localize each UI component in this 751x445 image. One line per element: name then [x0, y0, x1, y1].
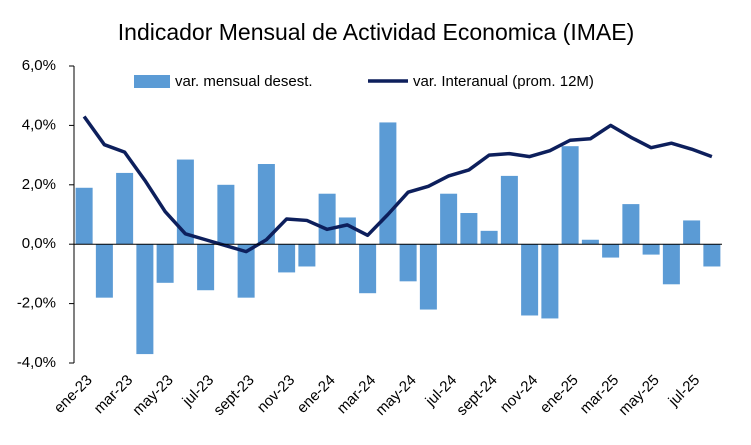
bar — [581, 239, 599, 245]
bar — [136, 244, 154, 355]
y-tick-label: -4,0% — [17, 354, 56, 371]
x-tick-label: ene-24 — [294, 372, 339, 417]
bar — [338, 217, 356, 245]
bar — [622, 204, 640, 245]
x-tick-label: jul-25 — [665, 372, 704, 411]
bar — [379, 122, 397, 245]
bar — [359, 244, 377, 294]
bar — [298, 244, 316, 267]
bar — [683, 220, 701, 245]
bar — [500, 175, 518, 245]
x-tick-label: may-25 — [615, 372, 662, 419]
x-tick-label: ene-25 — [537, 372, 582, 417]
bar — [480, 230, 498, 245]
bar — [642, 244, 660, 255]
bar — [176, 159, 194, 245]
x-tick-label: mar-23 — [91, 372, 137, 418]
bar — [197, 244, 215, 291]
y-tick-label: -2,0% — [17, 295, 56, 312]
bar — [602, 244, 620, 258]
bar — [217, 184, 235, 245]
x-tick-label: may-23 — [129, 372, 176, 419]
y-tick-label: 0,0% — [22, 235, 56, 252]
line — [82, 115, 713, 254]
legend-label: var. Interanual (prom. 12M) — [413, 73, 594, 90]
x-tick-label: mar-25 — [577, 372, 623, 418]
bar — [116, 172, 134, 245]
bar — [318, 193, 336, 245]
bar — [278, 244, 296, 273]
bar — [419, 244, 437, 310]
bar — [662, 244, 680, 285]
x-tick-label: mar-24 — [334, 372, 380, 418]
bar — [237, 244, 255, 298]
x-tick-label: jul-23 — [179, 372, 218, 411]
x-tick-label: may-24 — [372, 372, 419, 419]
bar — [541, 244, 559, 319]
legend-label: var. mensual desest. — [175, 73, 313, 90]
bar — [156, 244, 174, 283]
x-tick-label: jul-24 — [422, 372, 461, 411]
x-tick-label: nov-23 — [254, 372, 298, 416]
y-tick-label: 2,0% — [22, 176, 56, 193]
bar — [399, 244, 417, 282]
x-tick-label: nov-24 — [497, 372, 541, 416]
bar — [460, 213, 478, 245]
bar — [561, 146, 579, 245]
bar — [257, 164, 275, 245]
x-tick-label: sept-24 — [453, 372, 500, 419]
bar — [703, 244, 721, 267]
legend-swatch — [134, 75, 170, 88]
bar — [440, 193, 458, 245]
chart-title: Indicador Mensual de Actividad Economica… — [118, 19, 634, 45]
y-tick-label: 6,0% — [22, 57, 56, 74]
bar — [75, 187, 93, 245]
bar — [95, 244, 113, 298]
y-tick-label: 4,0% — [22, 116, 56, 133]
bar — [521, 244, 539, 316]
x-tick-label: sept-23 — [210, 372, 257, 419]
x-tick-label: ene-23 — [51, 372, 96, 417]
